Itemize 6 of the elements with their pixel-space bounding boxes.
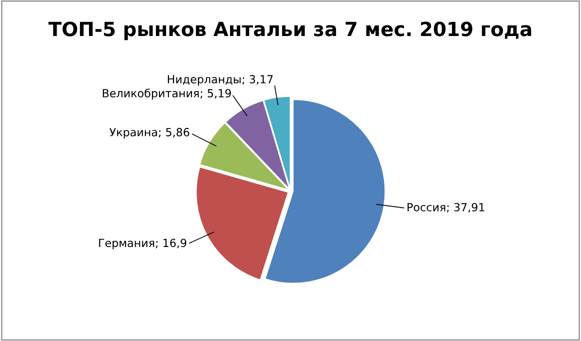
slice-label: Россия; 37,91	[408, 203, 484, 213]
slice-label: Украина; 5,86	[110, 128, 190, 138]
chart-title: ТОП-5 рынков Антальи за 7 мес. 2019 года	[48, 22, 532, 40]
slice-label: Нидерланды; 3,17	[168, 75, 273, 86]
slice-label: Германия; 16,9	[99, 238, 186, 250]
slice-label: Великобритания; 5,19	[102, 88, 231, 100]
